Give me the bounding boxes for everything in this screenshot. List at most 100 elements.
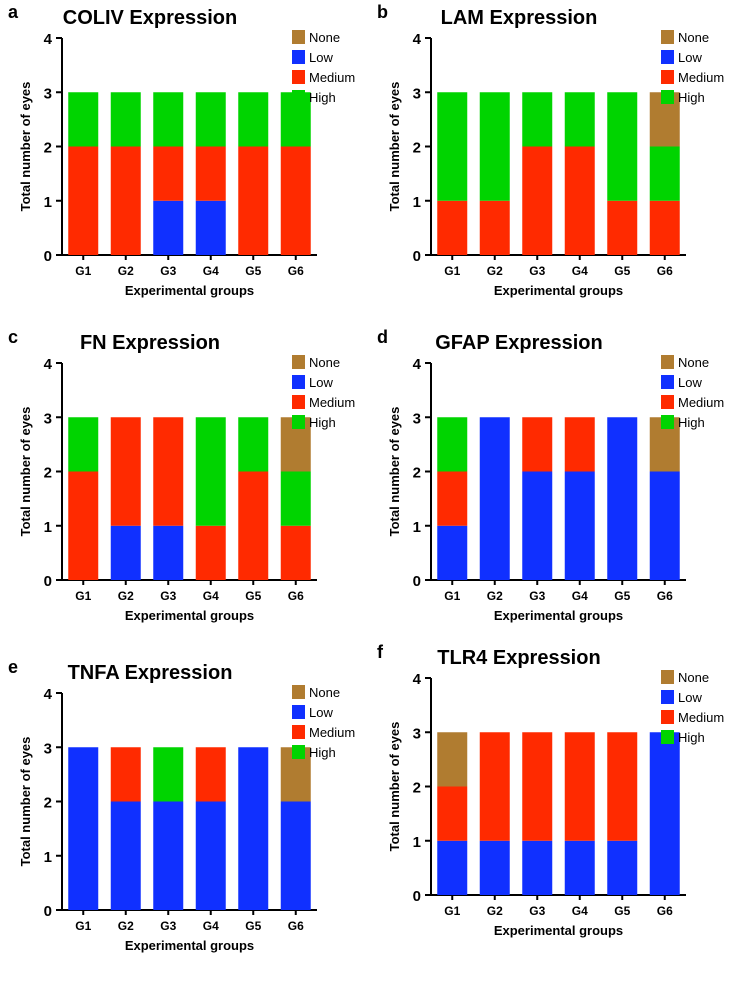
bar-segment-high-g3 [153,747,184,802]
y-axis-label: Total number of eyes [387,82,402,212]
legend-label-none: None [678,355,709,370]
x-axis-label: Experimental groups [125,938,254,953]
legend-label-medium: Medium [309,395,355,410]
x-axis-label: Experimental groups [494,283,623,298]
x-tick-label: G1 [75,589,91,603]
legend-swatch-medium [661,395,674,409]
bar-segment-medium-g3 [522,417,553,472]
chart-d: d GFAP Expression 0 1 2 3 4 Total number of eye… [377,327,724,623]
x-tick-label: G3 [160,589,176,603]
legend-label-low: Low [309,50,333,65]
legend-swatch-high [292,90,305,104]
bar-segment-medium-g3 [153,417,184,526]
chart-c: c FN Expression 0 1 2 3 4 Total number of eyes G… [8,327,355,623]
bar-segment-medium-g2 [479,200,510,255]
chart-title: LAM Expression [441,7,598,29]
bar-segment-low-g6 [649,471,680,580]
bar-segment-medium-g2 [110,417,141,526]
legend-label-medium: Medium [309,70,355,85]
bar-segment-low-g5 [607,417,638,580]
y-tick-label: 1 [413,834,421,851]
legend-swatch-high [292,415,305,429]
legend-swatch-none [292,685,305,699]
bar-segment-low-g3 [153,525,184,580]
bar-segment-medium-g3 [153,146,184,201]
bar-segment-low-g4 [195,801,226,910]
legend-swatch-low [292,375,305,389]
y-tick-label: 3 [413,410,421,427]
legend-swatch-high [661,730,674,744]
x-tick-label: G5 [245,919,261,933]
x-tick-label: G2 [487,904,503,918]
legend-swatch-low [661,375,674,389]
legend-label-high: High [678,730,705,745]
bar-segment-low-g2 [110,801,141,910]
y-tick-label: 2 [413,140,421,157]
y-tick-label: 2 [413,465,421,482]
x-tick-label: G1 [75,919,91,933]
bar-segment-low-g6 [649,732,680,895]
bar-segment-high-g6 [649,146,680,201]
legend-label-none: None [309,355,340,370]
bar-segment-medium-g5 [607,732,638,841]
bar-segment-high-g5 [238,92,269,147]
x-tick-label: G6 [288,589,304,603]
legend-swatch-medium [292,395,305,409]
x-axis-label: Experimental groups [494,608,623,623]
x-tick-label: G2 [487,264,503,278]
bar-segment-medium-g5 [238,471,269,580]
x-tick-label: G4 [203,264,219,278]
legend-swatch-low [292,705,305,719]
x-tick-label: G3 [529,589,545,603]
y-tick-label: 2 [44,465,52,482]
bar-segment-medium-g1 [437,200,468,255]
x-tick-label: G2 [118,264,134,278]
y-tick-label: 3 [44,85,52,102]
legend-label-low: Low [678,50,702,65]
x-tick-label: G4 [572,264,588,278]
legend-swatch-none [292,355,305,369]
y-axis-label: Total number of eyes [18,737,33,867]
y-tick-label: 4 [413,671,422,688]
legend-label-high: High [309,90,336,105]
bar-segment-medium-g1 [68,146,99,255]
legend-label-none: None [678,30,709,45]
bar-segment-high-g6 [280,471,311,526]
bar-segment-medium-g2 [110,146,141,255]
chart-b: b LAM Expression 0 1 2 3 4 Total number of eyes… [377,2,724,298]
y-axis-label: Total number of eyes [387,722,402,852]
legend-swatch-low [292,50,305,64]
x-tick-label: G1 [444,904,460,918]
panel-letter: c [8,327,18,347]
bar-segment-medium-g3 [522,732,553,841]
x-axis-label: Experimental groups [125,283,254,298]
y-tick-label: 0 [44,248,52,265]
legend-label-medium: Medium [309,725,355,740]
bar-segment-medium-g3 [522,146,553,255]
x-tick-label: G3 [529,904,545,918]
legend-label-medium: Medium [678,395,724,410]
chart-e: e TNFA Expression 0 1 2 3 4 Total number of eye… [8,657,355,953]
x-tick-label: G4 [572,589,588,603]
panel-letter: f [377,642,384,662]
y-tick-label: 0 [413,248,421,265]
x-tick-label: G2 [118,589,134,603]
y-tick-label: 0 [413,888,421,905]
bar-segment-low-g3 [153,200,184,255]
bar-segment-high-g3 [153,92,184,147]
legend-label-low: Low [309,705,333,720]
x-tick-label: G1 [444,264,460,278]
bar-segment-low-g4 [564,840,595,895]
y-axis-label: Total number of eyes [18,82,33,212]
bar-segment-medium-g1 [437,471,468,526]
legend-label-low: Low [678,375,702,390]
legend-swatch-high [292,745,305,759]
bar-segment-high-g2 [479,92,510,201]
x-tick-label: G6 [657,589,673,603]
bar-segment-low-g1 [437,525,468,580]
bar-segment-low-g2 [479,417,510,580]
legend-swatch-high [661,415,674,429]
bar-segment-low-g2 [479,840,510,895]
x-tick-label: G2 [118,919,134,933]
legend-swatch-none [661,670,674,684]
